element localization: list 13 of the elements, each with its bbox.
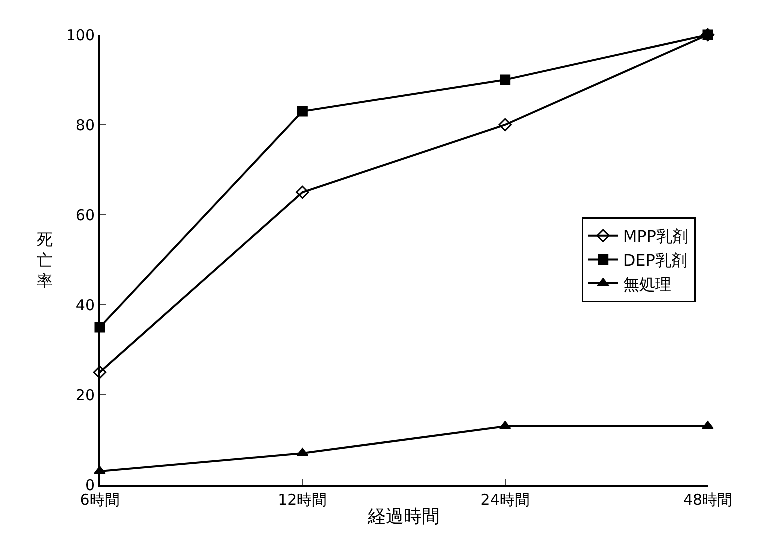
y-axis-title: 死亡率 xyxy=(37,230,53,291)
y-tick-label: 60 xyxy=(76,206,95,224)
legend-label: DEP乳剤 xyxy=(623,250,688,270)
y-tick-label: 100 xyxy=(66,26,95,44)
legend-label: MPP乳剤 xyxy=(623,227,688,246)
y-tick-label: 20 xyxy=(76,386,95,404)
legend-label: 無処理 xyxy=(623,274,672,294)
x-tick-label: 48時間 xyxy=(683,491,733,509)
x-tick-label: 24時間 xyxy=(480,491,530,509)
x-tick-label: 12時間 xyxy=(278,491,328,509)
y-tick-label: 80 xyxy=(76,116,95,134)
x-axis-title: 経過時間 xyxy=(367,506,440,528)
y-tick-label: 40 xyxy=(76,296,95,314)
